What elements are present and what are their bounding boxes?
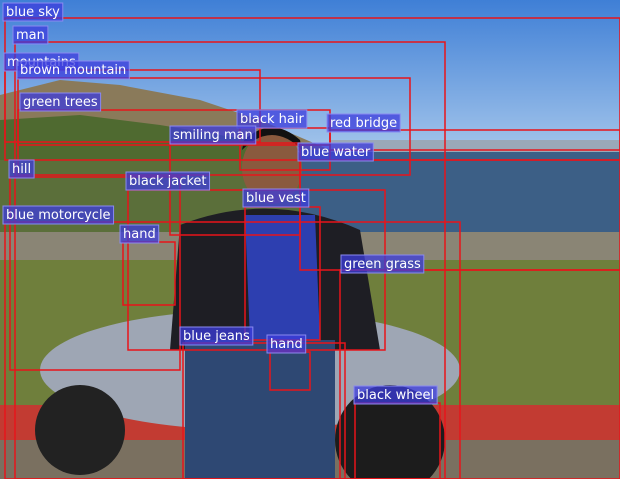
tag-text: smiling man bbox=[173, 128, 253, 143]
region-tag: black jacket bbox=[126, 172, 210, 190]
tag-text: brown mountain bbox=[20, 63, 126, 78]
region-tag: red bridge bbox=[327, 114, 400, 132]
tag-text: blue sky bbox=[6, 5, 60, 20]
region-tag: man bbox=[13, 26, 48, 44]
tag-text: hill bbox=[12, 162, 31, 177]
page: blue skymanmountainsbrown mountaingreen … bbox=[0, 0, 620, 479]
region-tag: hill bbox=[9, 160, 34, 178]
tag-text: blue vest bbox=[246, 191, 306, 206]
tag-text: blue motorcycle bbox=[6, 208, 111, 223]
tag-text: black jacket bbox=[129, 174, 207, 189]
region-tag: green grass bbox=[341, 255, 424, 273]
tag-text: hand bbox=[123, 227, 156, 242]
tag-text: blue jeans bbox=[183, 329, 250, 344]
region-tag: blue jeans bbox=[180, 327, 253, 345]
region-tag: brown mountain bbox=[17, 61, 129, 79]
tag-text: man bbox=[16, 28, 45, 43]
region-tag: black wheel bbox=[354, 386, 437, 404]
region-tag: blue vest bbox=[243, 189, 309, 207]
tag-text: red bridge bbox=[330, 116, 397, 131]
region-tag: black hair bbox=[237, 110, 307, 128]
region-tag: blue motorcycle bbox=[3, 206, 114, 224]
tag-text: hand bbox=[270, 337, 303, 352]
tag-text: green trees bbox=[23, 95, 98, 110]
region-tag: green trees bbox=[20, 93, 101, 111]
region-tag: hand bbox=[120, 225, 159, 243]
region-tag: smiling man bbox=[170, 126, 256, 144]
annotated-photo: blue skymanmountainsbrown mountaingreen … bbox=[0, 0, 620, 479]
tag-text: black hair bbox=[240, 112, 304, 127]
region-tag: blue sky bbox=[3, 3, 63, 21]
region-tag: hand bbox=[267, 335, 306, 353]
tag-text: blue water bbox=[301, 145, 371, 160]
region-tag: blue water bbox=[298, 143, 373, 161]
tag-text: green grass bbox=[344, 257, 421, 272]
tag-text: black wheel bbox=[357, 388, 434, 403]
